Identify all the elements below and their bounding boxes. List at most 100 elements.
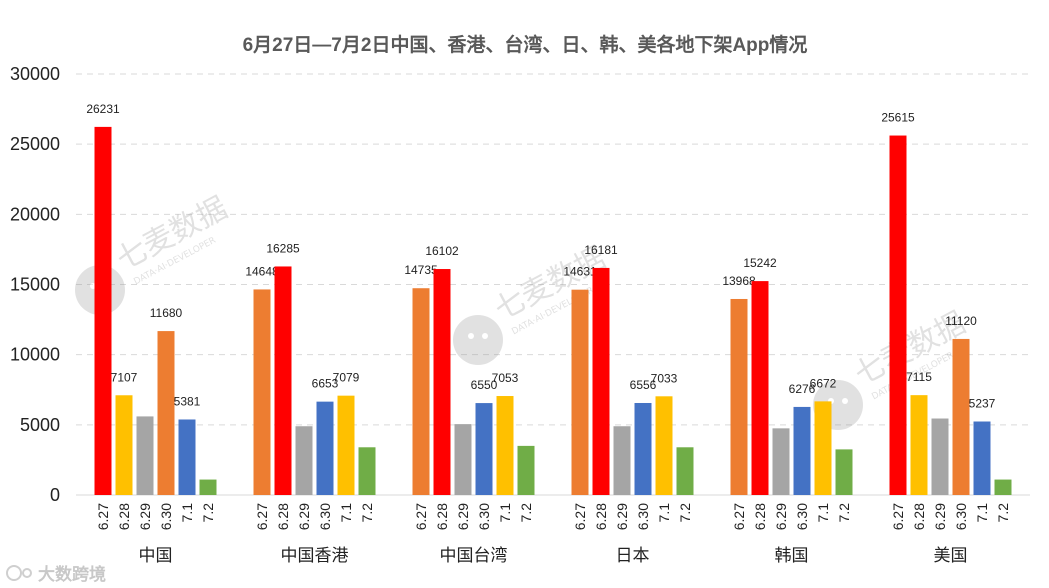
source-logo-icon bbox=[6, 565, 22, 581]
x-tick-label: 6.28 bbox=[593, 503, 609, 530]
bar bbox=[634, 402, 652, 495]
data-label: 16285 bbox=[266, 241, 300, 255]
bar bbox=[94, 126, 112, 495]
data-label: 7053 bbox=[492, 371, 519, 385]
y-tick-label: 25000 bbox=[10, 134, 60, 154]
x-tick-label: 6.28 bbox=[275, 503, 291, 530]
bar bbox=[496, 396, 514, 495]
bar bbox=[655, 396, 673, 495]
group-label: 中国香港 bbox=[281, 546, 349, 565]
x-tick-label: 6.29 bbox=[773, 503, 789, 530]
x-tick-label: 6.28 bbox=[434, 503, 450, 530]
bar bbox=[253, 289, 271, 495]
x-tick-label: 6.30 bbox=[635, 503, 651, 530]
data-label: 7079 bbox=[333, 371, 360, 385]
bar bbox=[793, 406, 811, 495]
bar bbox=[358, 447, 376, 495]
group-label: 中国台湾 bbox=[440, 546, 508, 565]
bar bbox=[412, 288, 430, 495]
y-tick-label: 10000 bbox=[10, 345, 60, 365]
bar bbox=[571, 289, 589, 495]
x-tick-label: 6.27 bbox=[572, 503, 588, 530]
data-label: 7033 bbox=[651, 371, 678, 385]
x-tick-label: 6.29 bbox=[296, 503, 312, 530]
bar bbox=[517, 445, 535, 495]
bar bbox=[952, 338, 970, 495]
group-label: 中国 bbox=[139, 546, 173, 565]
x-tick-label: 6.30 bbox=[476, 503, 492, 530]
data-label: 26231 bbox=[86, 102, 120, 116]
chart-title: 6月27日—7月2日中国、香港、台湾、日、韩、美各地下架App情况 bbox=[243, 33, 808, 56]
x-tick-label: 7.2 bbox=[359, 503, 375, 523]
x-tick-label: 6.27 bbox=[95, 503, 111, 530]
bar bbox=[973, 421, 991, 495]
data-label: 11120 bbox=[945, 314, 977, 328]
cat-eye-icon bbox=[842, 398, 848, 404]
bar bbox=[994, 479, 1012, 495]
x-tick-label: 7.2 bbox=[200, 503, 216, 523]
y-axis: 0 5000 10000 15000 20000 25000 30000 bbox=[10, 64, 60, 505]
data-label: 16181 bbox=[584, 243, 618, 257]
y-tick-label: 5000 bbox=[20, 415, 60, 435]
x-tick-label: 6.27 bbox=[890, 503, 906, 530]
x-tick-label: 6.30 bbox=[158, 503, 174, 530]
bar bbox=[454, 424, 472, 495]
x-tick-label: 6.28 bbox=[752, 503, 768, 530]
bar bbox=[337, 395, 355, 495]
x-tick-label: 7.2 bbox=[518, 503, 534, 523]
source-logo: 大数跨境 bbox=[6, 564, 106, 585]
x-axis: 6.27 6.28 6.29 6.30 7.1 7.2 中国 6.27 6.28 6.29 6.30… bbox=[95, 503, 1011, 565]
bar bbox=[136, 416, 154, 495]
bar bbox=[178, 419, 196, 495]
cat-eye-icon bbox=[468, 333, 474, 339]
bar bbox=[931, 418, 949, 495]
bar bbox=[475, 403, 493, 495]
x-tick-label: 6.28 bbox=[116, 503, 132, 530]
cat-eye-icon bbox=[482, 333, 488, 339]
data-label: 13968 bbox=[722, 274, 756, 288]
x-tick-label: 7.2 bbox=[995, 503, 1011, 523]
data-label: 6653 bbox=[312, 377, 339, 391]
bar bbox=[316, 401, 334, 495]
x-tick-label: 6.28 bbox=[911, 503, 927, 530]
bar bbox=[772, 428, 790, 495]
data-label: 11680 bbox=[150, 306, 183, 320]
data-label: 15242 bbox=[743, 256, 777, 270]
x-tick-label: 6.27 bbox=[254, 503, 270, 530]
data-label: 16102 bbox=[425, 244, 459, 258]
source-logo-icon-dot bbox=[22, 568, 32, 578]
data-label: 6556 bbox=[630, 378, 657, 392]
bar bbox=[157, 331, 175, 495]
y-tick-label: 20000 bbox=[10, 204, 60, 224]
bar bbox=[814, 401, 832, 495]
data-label: 6276 bbox=[789, 382, 816, 396]
data-label: 6672 bbox=[810, 376, 837, 390]
bar bbox=[592, 267, 610, 495]
data-label: 6550 bbox=[471, 378, 498, 392]
x-tick-label: 6.30 bbox=[317, 503, 333, 530]
bar-group: 25615 7115 11120 5237 bbox=[881, 111, 1012, 495]
bar bbox=[274, 266, 292, 495]
data-label: 7115 bbox=[906, 370, 932, 384]
bar bbox=[910, 395, 928, 495]
x-tick-label: 6.29 bbox=[137, 503, 153, 530]
x-tick-label: 7.1 bbox=[179, 503, 195, 523]
bar bbox=[889, 135, 907, 495]
y-tick-label: 0 bbox=[50, 485, 60, 505]
data-label: 5381 bbox=[174, 394, 201, 408]
x-tick-label: 6.30 bbox=[794, 503, 810, 530]
x-tick-label: 7.1 bbox=[974, 503, 990, 523]
x-tick-label: 6.30 bbox=[953, 503, 969, 530]
x-tick-label: 7.1 bbox=[338, 503, 354, 523]
x-tick-label: 7.2 bbox=[836, 503, 852, 523]
data-label: 7107 bbox=[111, 370, 138, 384]
group-label: 美国 bbox=[934, 546, 968, 565]
data-label: 5237 bbox=[969, 397, 996, 411]
data-label: 14735 bbox=[404, 263, 438, 277]
data-label: 14648 bbox=[245, 264, 279, 278]
